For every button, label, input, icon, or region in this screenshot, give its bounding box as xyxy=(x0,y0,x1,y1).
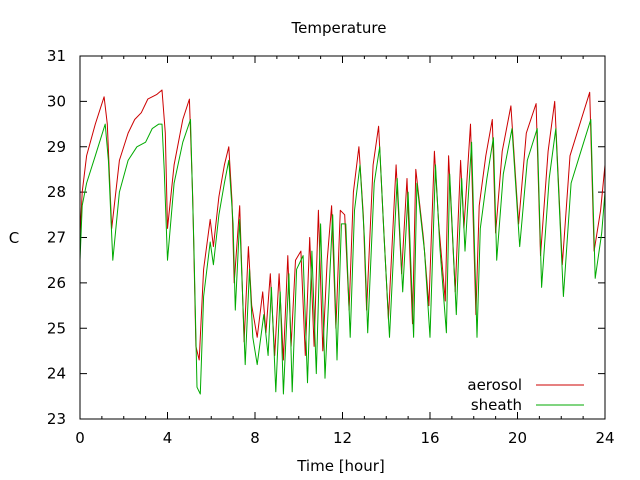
plot-frame xyxy=(79,55,606,420)
y-tick-label: 30 xyxy=(47,92,66,110)
y-tick-label: 31 xyxy=(47,47,66,65)
y-axis-label: C xyxy=(9,229,19,247)
x-axis-label: Time [hour] xyxy=(296,457,385,475)
legend: aerosol sheath xyxy=(467,376,584,414)
y-tick-label: 27 xyxy=(47,229,66,247)
y-tick-label: 24 xyxy=(47,365,66,383)
legend-label-sheath: sheath xyxy=(471,396,522,414)
chart-title: Temperature xyxy=(290,19,386,37)
x-tick-label: 8 xyxy=(250,429,260,447)
x-tick-label: 20 xyxy=(508,429,527,447)
x-tick-label: 4 xyxy=(163,429,173,447)
x-tick-label: 16 xyxy=(420,429,439,447)
legend-label-aerosol: aerosol xyxy=(467,376,522,394)
plot-lines xyxy=(79,89,606,395)
y-tick-label: 25 xyxy=(47,319,66,337)
x-tick-label: 0 xyxy=(75,429,85,447)
y-tick-label: 28 xyxy=(47,183,66,201)
y-tick-label: 26 xyxy=(47,274,66,292)
y-tick-label: 29 xyxy=(47,138,66,156)
x-tick-label: 24 xyxy=(595,429,614,447)
axis-ticks: 0 4 8 12 16 20 24 23 24 25 26 27 28 29 30 31 xyxy=(47,47,615,447)
series-line-sheath xyxy=(79,119,606,395)
series-line-aerosol xyxy=(79,89,606,361)
y-tick-label: 23 xyxy=(47,410,66,428)
x-tick-label: 12 xyxy=(333,429,352,447)
